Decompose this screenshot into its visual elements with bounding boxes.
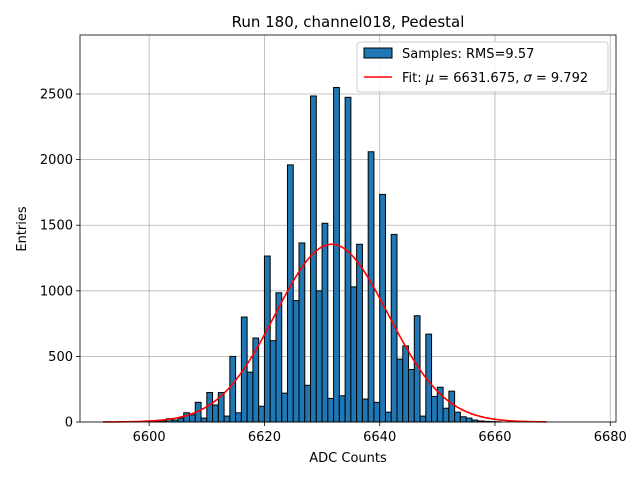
histogram-bar [189,414,196,423]
y-axis-ticks: 0 500 1000 1500 2000 2500 [40,88,80,431]
legend-fit-label: Fit: μ = 6631.675, σ = 9.792 [402,71,588,86]
y-tick-label: 2000 [40,153,73,168]
y-tick-label: 1000 [40,284,73,299]
y-tick-label: 2500 [40,88,73,103]
histogram-bar [246,371,254,423]
x-tick-label: 6640 [363,430,396,445]
histogram-bar [269,340,277,423]
histogram-bar [402,345,410,423]
histogram-bar [286,164,294,423]
histogram-bar [200,417,208,423]
legend-fit-prefix: Fit: [402,71,426,86]
fit-curve-layer [103,243,547,423]
histogram-bar [292,300,300,423]
histogram-bar [356,243,363,423]
legend-box [356,41,609,93]
legend-fit-mu: μ [425,71,434,86]
x-tick-label: 6660 [478,430,511,445]
x-axis-ticks: 6600 6620 6640 6660 6680 [133,422,627,445]
histogram-bar [223,415,231,423]
histogram-bar [419,415,427,423]
gaussian-fit-curve [103,243,547,423]
histogram-bar [442,407,450,423]
histogram-bar [333,86,340,423]
histogram-bar [396,358,404,423]
histogram-bar [344,96,352,423]
legend-fit-sigma: σ [524,71,533,86]
legend-fit-mu-value: = 6631.675, [434,71,523,86]
histogram-bar [327,397,335,423]
histogram-bar [454,411,461,423]
legend: Samples: RMS=9.57 Fit: μ = 6631.675, σ =… [356,41,609,93]
x-tick-label: 6600 [133,430,166,445]
x-tick-label: 6620 [248,430,281,445]
x-tick-label: 6680 [594,430,627,445]
plot-frame [79,34,617,423]
histogram-bar [350,286,358,423]
legend-samples-label: Samples: RMS=9.57 [402,47,534,62]
legend-fit-sigma-value: = 9.792 [532,71,588,86]
histogram-bar [258,405,265,423]
chart-title: Run 180, channel018, Pedestal [232,13,465,31]
histogram-bar [338,395,346,423]
x-axis-label: ADC Counts [309,451,387,466]
histogram-bar [177,417,185,423]
histogram-bar [263,255,271,423]
histogram-bar [321,222,329,423]
histogram-bar [281,392,288,423]
y-tick-label: 500 [48,350,73,365]
histogram-bar [384,411,392,423]
histogram-bar [448,390,456,423]
histogram-bar [373,401,381,423]
histogram-bar [465,417,473,423]
histogram-bar [361,398,369,423]
histogram-bar [315,290,323,423]
histogram-bar [459,416,467,423]
histogram-bar [235,412,242,423]
histogram-bar [310,95,317,423]
histogram-bar [229,355,237,423]
histogram-bar [212,404,219,423]
y-axis-label: Entries [15,206,30,252]
y-tick-label: 0 [65,416,73,431]
histogram-bar [431,395,438,423]
histogram-bar [408,369,415,423]
histogram-bar [304,384,312,423]
y-tick-label: 1500 [40,219,73,234]
legend-bar-swatch [363,47,393,59]
histogram-bar [206,391,214,423]
